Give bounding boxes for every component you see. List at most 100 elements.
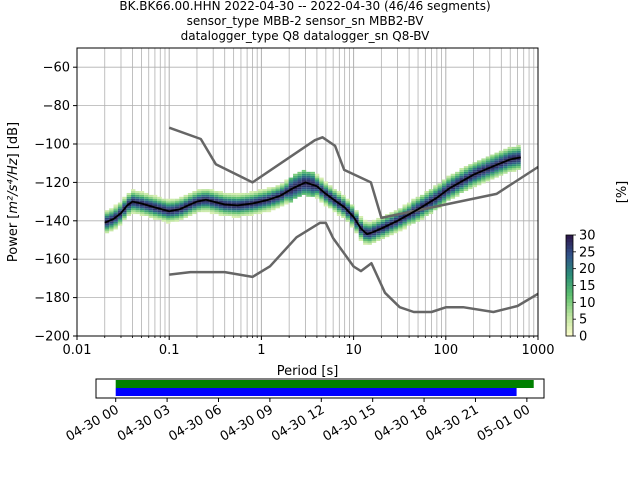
density-cell (205, 200, 210, 203)
density-cell (117, 214, 123, 216)
density-cell (166, 212, 171, 215)
density-cell (209, 212, 215, 215)
density-cell (222, 194, 228, 197)
density-cell (249, 194, 254, 197)
density-cell (227, 210, 232, 213)
title-line-2: sensor_type MBB-2 sensor_sn MBB2-BV (187, 14, 425, 28)
density-cell (258, 204, 263, 207)
density-cell (297, 179, 302, 182)
density-cell (385, 221, 390, 224)
density-cell (398, 216, 403, 218)
density-cell (214, 204, 219, 207)
density-cell (341, 200, 346, 203)
density-cell (446, 183, 451, 186)
density-cell (126, 192, 132, 195)
density-cell (258, 189, 263, 192)
density-cell (117, 202, 123, 205)
density-cell (236, 194, 241, 197)
density-cell (446, 185, 451, 188)
density-cell (476, 169, 482, 172)
density-cell (222, 200, 228, 203)
density-cell (358, 237, 364, 240)
density-cell (174, 198, 180, 201)
density-cell (468, 169, 473, 172)
density-cell (301, 189, 307, 192)
noise-model-nhnm (168, 126, 539, 220)
density-cell (363, 240, 368, 243)
density-cell (179, 204, 184, 207)
density-cell (236, 212, 241, 215)
density-cell (516, 144, 521, 147)
plot-frame (76, 47, 539, 337)
density-cell (301, 192, 307, 195)
density-cell (490, 169, 495, 172)
density-cell (310, 185, 315, 188)
density-cell (349, 223, 355, 226)
density-cell (126, 200, 132, 203)
density-cell (349, 221, 355, 224)
density-cell (104, 231, 110, 234)
density-cell (511, 169, 517, 172)
density-cell (406, 204, 412, 207)
density-cell (371, 240, 377, 243)
density-cell (345, 206, 350, 209)
density-cell (183, 198, 188, 201)
density-cell (459, 185, 464, 188)
density-cell (314, 191, 320, 193)
density-cell (349, 225, 355, 228)
density-cell (179, 210, 184, 213)
density-cell (420, 214, 425, 216)
density-cell (109, 216, 114, 218)
density-cell (205, 210, 210, 213)
density-cell (179, 214, 184, 216)
density-cell (183, 204, 188, 207)
density-cell (516, 160, 521, 163)
colorbar-segment (566, 278, 573, 283)
density-cell (126, 206, 132, 209)
density-cell (301, 185, 307, 188)
density-cell (376, 237, 381, 240)
density-cell (420, 196, 425, 199)
density-cell (393, 225, 399, 228)
density-cell (498, 164, 504, 167)
density-cell (218, 212, 223, 215)
density-cell (354, 231, 359, 234)
density-cell (494, 162, 499, 165)
density-cell (192, 210, 197, 213)
density-cell (297, 175, 302, 178)
density-cell (468, 181, 473, 184)
colorbar-segment (566, 241, 573, 246)
density-cell (258, 208, 263, 211)
density-cell (126, 208, 132, 211)
density-cell (122, 210, 127, 213)
density-cell (498, 150, 504, 153)
density-cell (161, 206, 167, 209)
density-cell (306, 181, 311, 184)
density-cell (179, 198, 184, 201)
density-cell (214, 208, 219, 211)
density-cell (157, 216, 162, 218)
density-cell (266, 196, 272, 199)
density-cell (306, 194, 311, 197)
density-cell (288, 177, 294, 180)
density-cell (179, 200, 184, 203)
density-cell (485, 177, 491, 180)
density-cell (301, 183, 307, 186)
density-cell (240, 192, 245, 195)
density-cell (236, 216, 241, 218)
density-cell (152, 216, 158, 218)
density-cell (205, 196, 210, 199)
density-cell (201, 196, 206, 199)
density-cell (249, 206, 254, 209)
density-cell (109, 225, 114, 228)
density-cell (126, 204, 132, 207)
density-cell (205, 194, 210, 197)
density-cell (266, 208, 272, 211)
colorbar-segment (566, 332, 573, 337)
density-cell (240, 212, 245, 215)
density-cell (236, 196, 241, 199)
density-cell (227, 202, 232, 205)
density-cell (511, 148, 517, 151)
density-cell (174, 206, 180, 209)
colorbar-segment (566, 255, 573, 259)
